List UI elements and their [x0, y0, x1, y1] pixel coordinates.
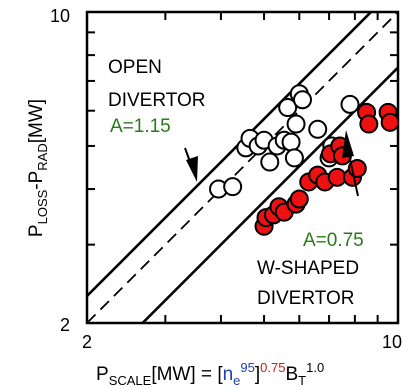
open-divertor-point [286, 114, 306, 134]
y-label-dash-p: -P [26, 171, 47, 190]
unity-line-dashed [87, 12, 398, 323]
open-divertor-point [284, 148, 304, 168]
open-divertor-point [281, 132, 301, 152]
annotation-a115: A=1.15 [110, 116, 171, 137]
y-axis-label: PLOSS-PRAD[MW] [26, 99, 50, 237]
annotation-w-shaped: W-SHAPED [257, 258, 359, 279]
x-tick-label-right: 10 [382, 332, 402, 352]
x-label-bracket-close: ] [255, 364, 260, 385]
arrow-a115-head [186, 156, 198, 182]
arrow-a075-shaft [347, 149, 359, 197]
open-divertor-point [223, 177, 243, 197]
open-divertor-point [308, 119, 328, 139]
w-shaped-point [380, 112, 398, 132]
x-label-b: B [285, 364, 298, 385]
x-label-n-sub: e [233, 373, 240, 388]
y-tick-label-top: 10 [50, 6, 70, 26]
x-label-p: P [96, 364, 109, 385]
x-label-n: n [223, 364, 234, 385]
open-divertor-point [278, 98, 298, 118]
x-label-bracket-open: [ [217, 364, 223, 385]
x-label-b-sup: 1.0 [306, 360, 324, 375]
x-label-mw: [MW] = [151, 364, 217, 385]
open-divertor-point [292, 90, 312, 110]
x-label-exponent: 0.75 [260, 360, 285, 375]
annotation-open: OPEN [108, 57, 162, 78]
x-axis-label: PSCALE[MW] = [ne95]0.75BT1.0 [96, 360, 324, 388]
open-divertor-point [260, 152, 280, 172]
y-label-rad-sub: RAD [35, 143, 50, 170]
w-shaped-point [289, 189, 309, 209]
x-tick-label-left: 2 [82, 332, 92, 352]
arrow-a075-head [342, 130, 354, 158]
annotation-arrows [184, 130, 359, 197]
w-shaped-point [359, 114, 379, 134]
fit-line [140, 66, 398, 323]
x-label-b-sub: T [298, 373, 306, 388]
annotation-open-divertor: DIVERTOR [108, 90, 206, 111]
x-label-n-sup: 95 [240, 360, 254, 375]
open-divertor-point [340, 94, 360, 114]
y-label-loss-sub: LOSS [35, 189, 50, 224]
y-tick-label-bottom: 2 [60, 315, 70, 335]
y-label-p: P [26, 224, 47, 237]
x-label-scale-sub: SCALE [109, 373, 152, 388]
annotation-w-divertor: DIVERTOR [257, 288, 355, 309]
y-label-unit: [MW] [26, 99, 47, 143]
annotation-a075: A=0.75 [303, 230, 364, 251]
axis-ticks [87, 12, 398, 323]
